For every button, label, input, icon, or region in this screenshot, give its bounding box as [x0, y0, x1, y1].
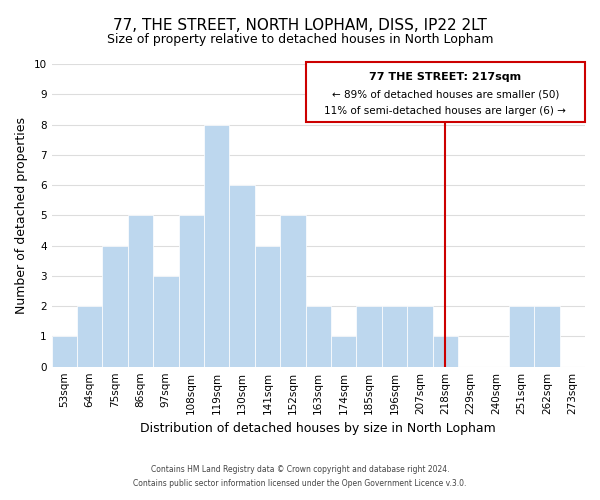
Bar — [103, 246, 128, 366]
Bar — [128, 216, 153, 366]
Bar — [153, 276, 179, 366]
Bar — [229, 185, 255, 366]
Bar — [433, 336, 458, 366]
Y-axis label: Number of detached properties: Number of detached properties — [15, 117, 28, 314]
X-axis label: Distribution of detached houses by size in North Lopham: Distribution of detached houses by size … — [140, 422, 496, 435]
Text: 77, THE STREET, NORTH LOPHAM, DISS, IP22 2LT: 77, THE STREET, NORTH LOPHAM, DISS, IP22… — [113, 18, 487, 32]
Bar — [179, 216, 204, 366]
Bar — [509, 306, 534, 366]
Bar — [77, 306, 103, 366]
Bar — [382, 306, 407, 366]
Text: Contains HM Land Registry data © Crown copyright and database right 2024.
Contai: Contains HM Land Registry data © Crown c… — [133, 466, 467, 487]
Text: ← 89% of detached houses are smaller (50): ← 89% of detached houses are smaller (50… — [332, 90, 559, 100]
Bar — [52, 336, 77, 366]
Text: 11% of semi-detached houses are larger (6) →: 11% of semi-detached houses are larger (… — [325, 106, 566, 116]
Bar — [534, 306, 560, 366]
Text: 77 THE STREET: 217sqm: 77 THE STREET: 217sqm — [369, 72, 521, 82]
Bar — [280, 216, 305, 366]
Bar — [331, 336, 356, 366]
Bar — [255, 246, 280, 366]
Text: Size of property relative to detached houses in North Lopham: Size of property relative to detached ho… — [107, 32, 493, 46]
Bar — [407, 306, 433, 366]
Bar — [305, 306, 331, 366]
Bar — [356, 306, 382, 366]
FancyBboxPatch shape — [305, 62, 585, 122]
Bar — [204, 124, 229, 366]
